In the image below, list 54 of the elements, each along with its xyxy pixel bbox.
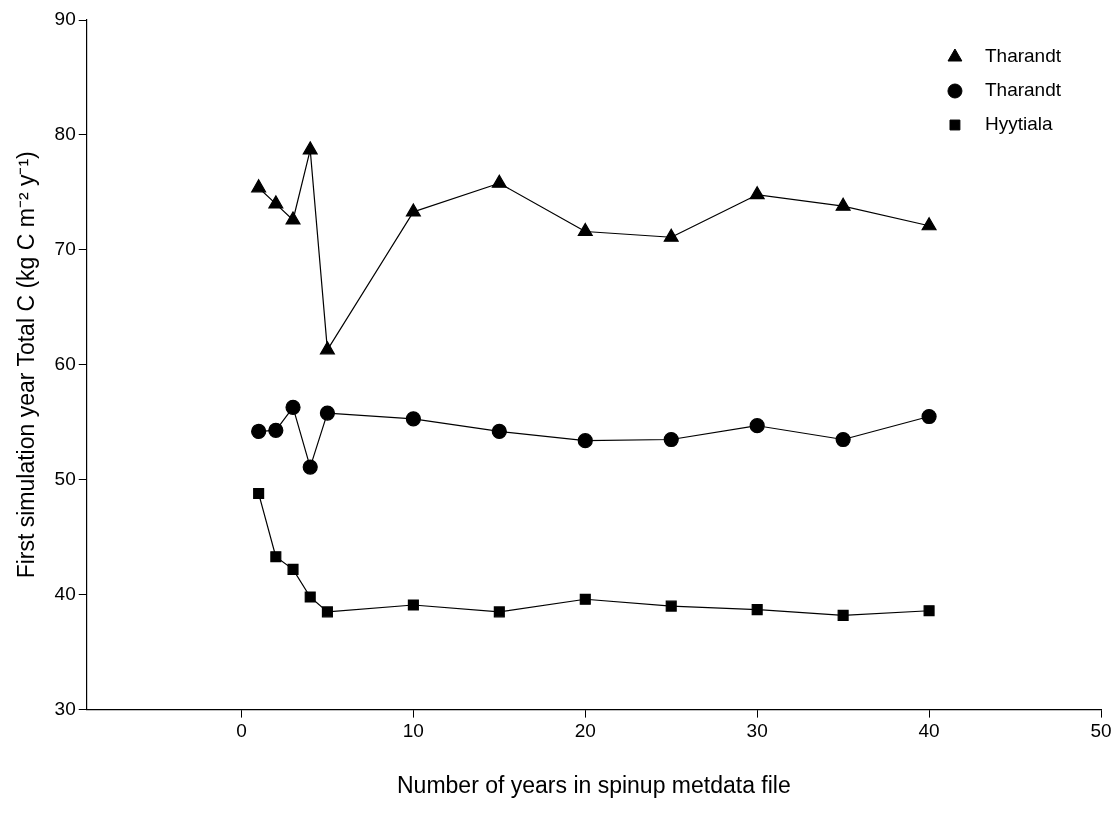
point xyxy=(577,222,593,237)
y-tick-label: 30 xyxy=(54,697,76,719)
point xyxy=(577,433,593,449)
point xyxy=(285,211,301,225)
point xyxy=(749,418,765,434)
point xyxy=(319,405,336,421)
x-axis-title: Number of years in spinup metdata file xyxy=(396,771,791,798)
legend-label: Tharandt xyxy=(984,45,1062,67)
y-tick-label: 60 xyxy=(54,353,76,375)
point xyxy=(749,186,765,200)
point xyxy=(285,399,301,415)
x-tick-label: 50 xyxy=(1090,720,1112,742)
point xyxy=(405,203,421,217)
x-tick-label: 20 xyxy=(574,720,596,742)
x-tick-label: 10 xyxy=(402,720,424,742)
point xyxy=(268,422,284,438)
y-tick-label: 80 xyxy=(54,123,76,145)
point xyxy=(253,487,265,500)
legend-label: Hyytiala xyxy=(984,113,1053,135)
point xyxy=(835,431,851,448)
point xyxy=(251,179,267,193)
x-tick-label: 0 xyxy=(236,720,247,742)
point xyxy=(407,599,419,611)
point xyxy=(302,459,318,475)
point xyxy=(493,606,505,618)
point xyxy=(663,228,679,242)
y-tick-label: 40 xyxy=(54,582,76,604)
point xyxy=(270,551,282,563)
point xyxy=(751,604,763,616)
point xyxy=(304,591,316,603)
point xyxy=(579,593,591,605)
point xyxy=(923,605,935,617)
x-tick-label: 40 xyxy=(918,720,940,742)
point xyxy=(921,408,937,425)
point xyxy=(491,423,507,440)
y-tick-label: 90 xyxy=(54,8,76,30)
point xyxy=(835,197,851,211)
point xyxy=(921,217,937,231)
point xyxy=(665,600,677,612)
point xyxy=(287,563,299,575)
point xyxy=(321,606,333,618)
point xyxy=(251,423,267,440)
y-tick-label: 70 xyxy=(54,238,76,260)
x-tick-label: 30 xyxy=(746,720,768,742)
point xyxy=(302,141,318,155)
point xyxy=(268,195,284,209)
point xyxy=(837,609,849,621)
y-tick-label: 50 xyxy=(54,467,76,489)
point xyxy=(405,411,421,427)
point xyxy=(319,341,335,355)
y-axis-title: First simulation year Total C (kg C m⁻² y⁻¹) xyxy=(13,151,40,579)
point xyxy=(491,174,507,188)
legend-label: Tharandt xyxy=(984,79,1062,101)
point xyxy=(663,431,679,448)
